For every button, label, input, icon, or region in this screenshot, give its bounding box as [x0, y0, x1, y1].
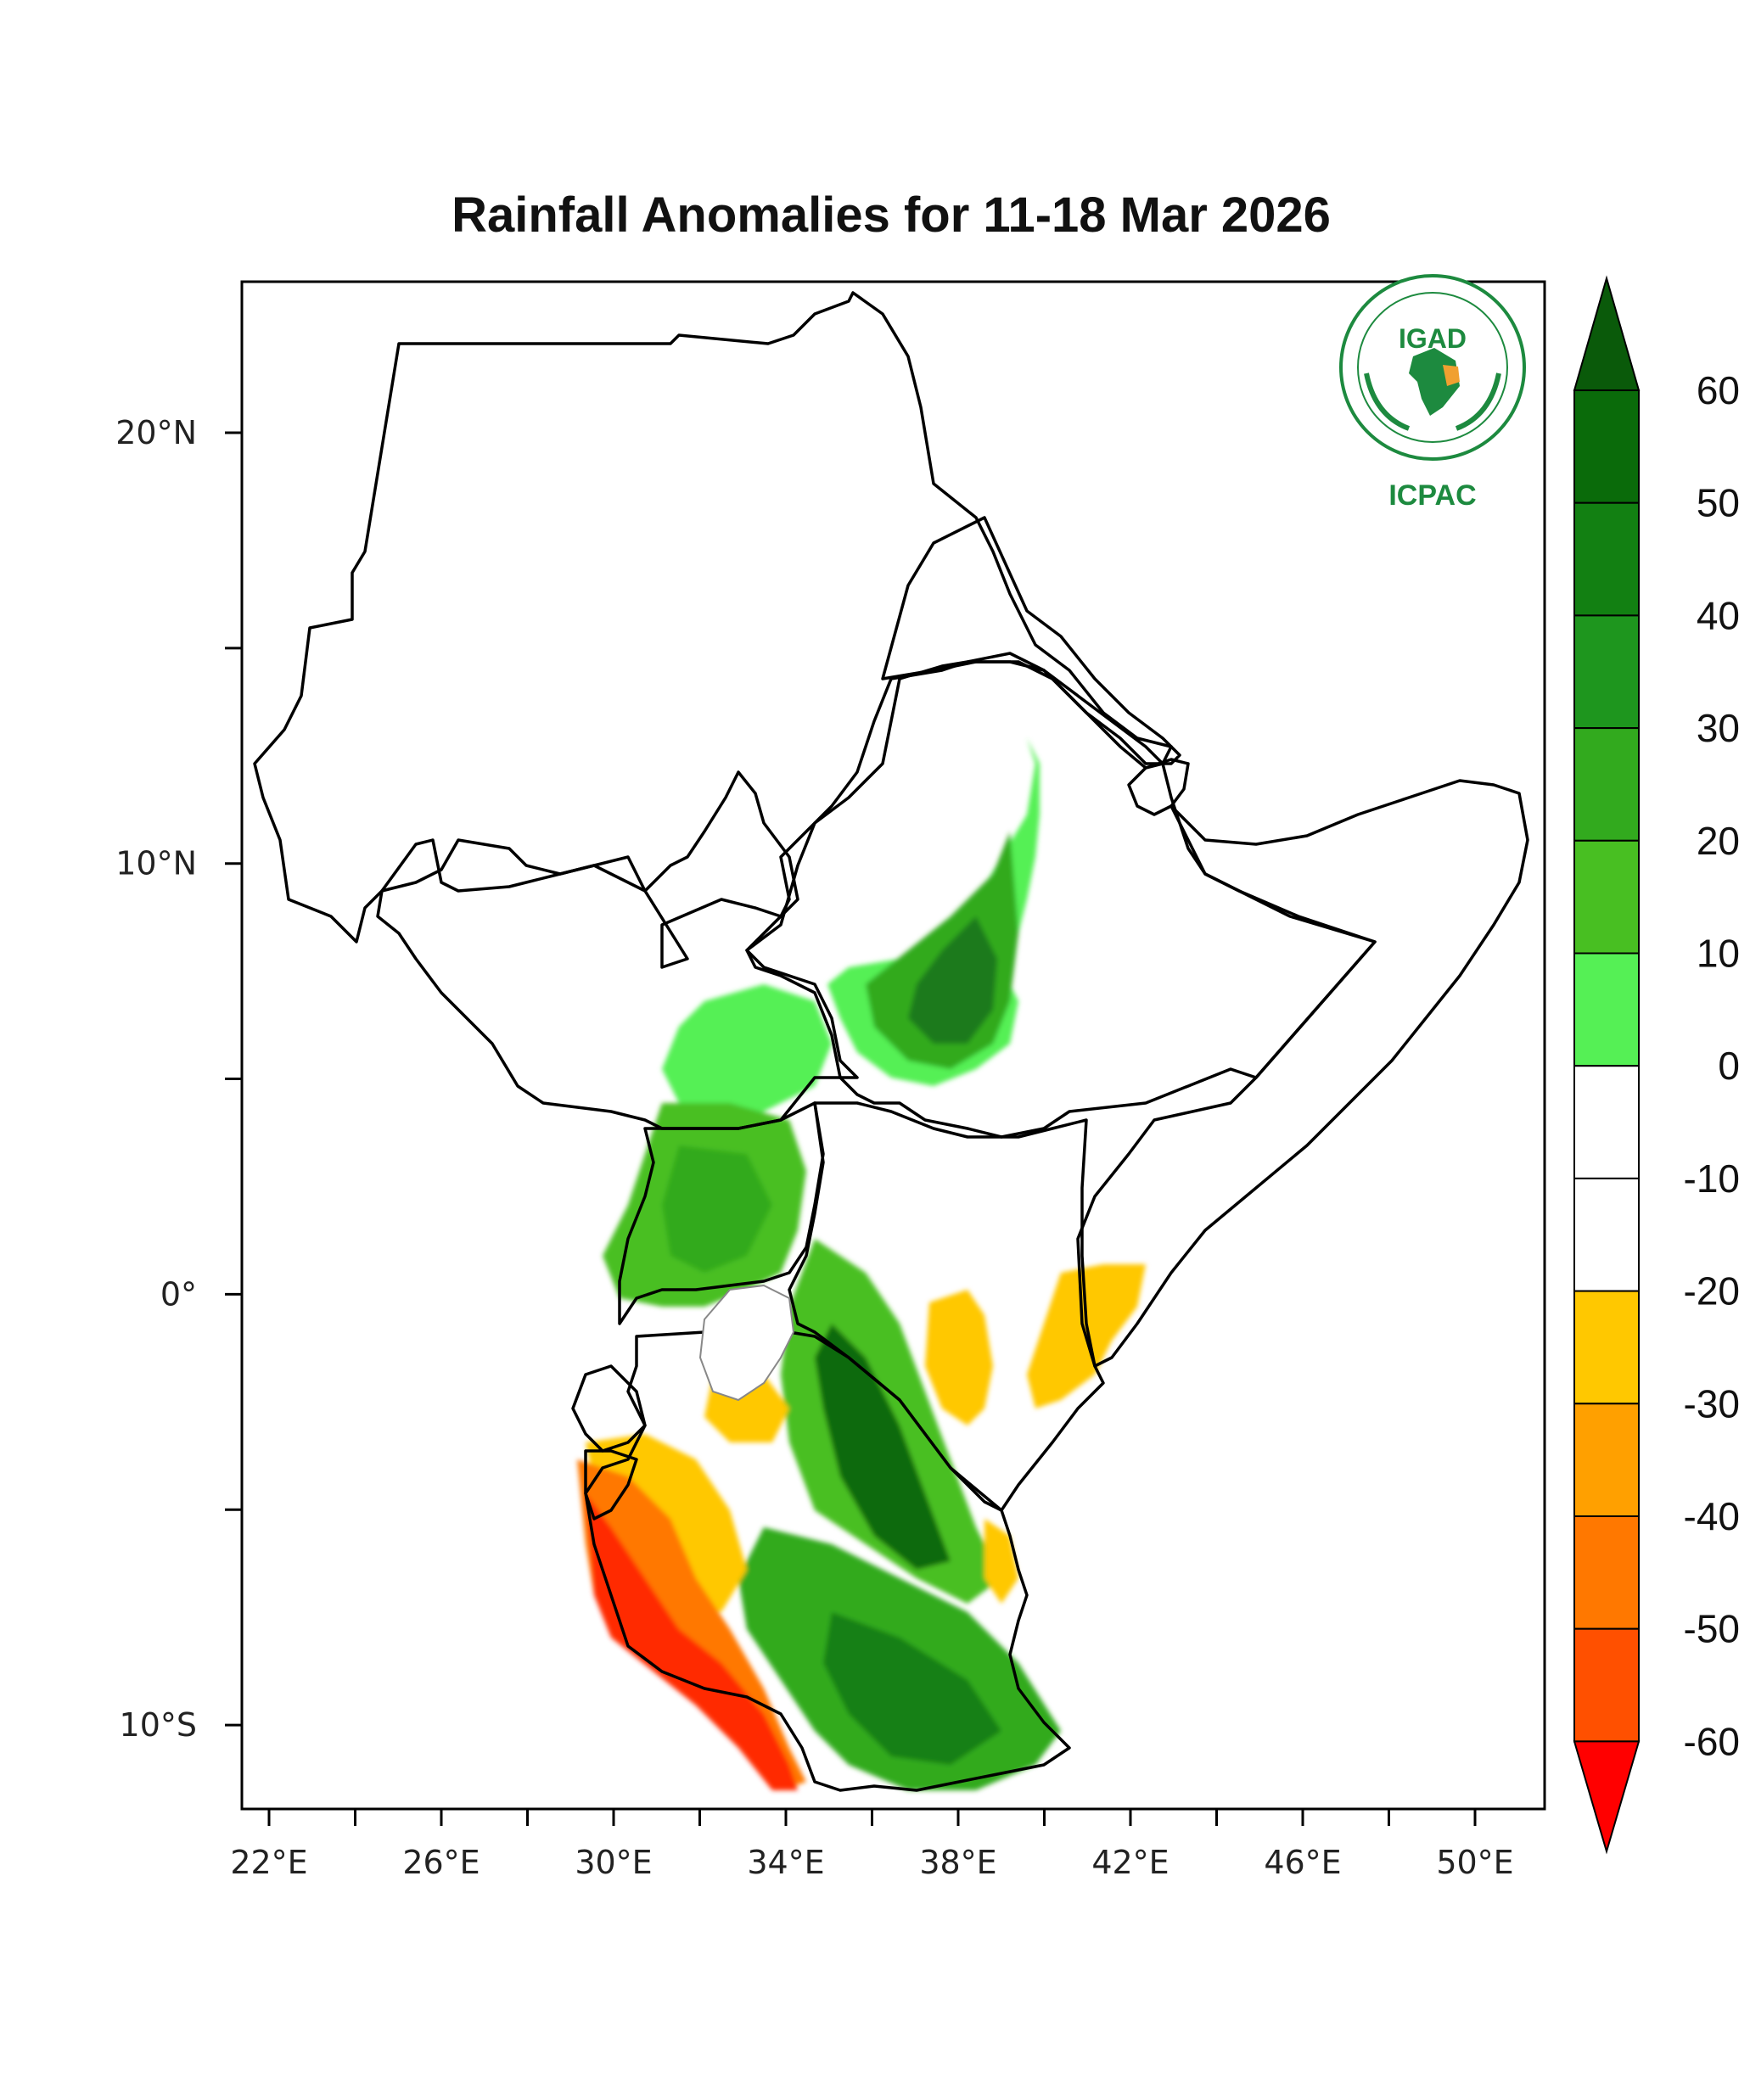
lon-tick-label: 22°E — [230, 1844, 307, 1881]
colorbar-segment — [1573, 501, 1640, 617]
lat-tick-label: 20°N — [115, 414, 197, 451]
boundary-burundi — [584, 1449, 638, 1520]
anomaly-field-south-tanzania-dark — [823, 1612, 1001, 1765]
anomaly-field-uganda-dark — [662, 1145, 772, 1273]
boundary-uganda — [618, 1101, 825, 1325]
colorbar-label: -60 — [1684, 1719, 1740, 1763]
colorbar-segment — [1573, 1290, 1640, 1405]
boundary-tanzania — [584, 1330, 1071, 1792]
colorbar-label: 50 — [1697, 481, 1740, 525]
colorbar-segment — [1573, 389, 1640, 504]
colorbar-segment — [1573, 614, 1640, 730]
logo-subtitle: ICPAC — [1388, 479, 1476, 512]
colorbar-label: 30 — [1697, 706, 1740, 750]
colorbar-segment — [1573, 1515, 1640, 1630]
colorbar-label: 60 — [1697, 368, 1740, 412]
longitude-axis: 22°E 26°E 30°E 34°E 38°E 42°E 46°E 50°E — [230, 1809, 1514, 1881]
colorbar-segment — [1573, 1065, 1640, 1179]
lake-victoria — [698, 1284, 795, 1402]
colorbar-segment — [1573, 1177, 1640, 1292]
colorbar: 60 50 40 30 20 10 0 -10 -20 -30 -40 -50 -60 — [1573, 275, 1740, 1855]
boundary-kenya — [788, 1101, 1105, 1512]
boundary-eritrea — [881, 516, 1181, 765]
igad-logo: IGAD ICPAC — [1339, 274, 1526, 512]
lon-tick-label: 42°E — [1091, 1844, 1169, 1881]
latitude-axis: 20°N 10°N 0° 10°S — [115, 414, 242, 1744]
boundary-somalia — [1076, 779, 1529, 1368]
colorbar-label: 10 — [1697, 932, 1740, 976]
boundary-rwanda — [571, 1364, 647, 1453]
colorbar-top-arrow — [1573, 275, 1641, 391]
anomaly-field-east-kenya-yellow — [925, 1290, 993, 1425]
boundary-djibouti — [1127, 758, 1190, 816]
lon-tick-label: 50°E — [1436, 1844, 1513, 1881]
colorbar-label: 40 — [1697, 593, 1740, 637]
colorbar-segment — [1573, 839, 1640, 955]
colorbar-label: -10 — [1684, 1156, 1740, 1201]
country-boundaries — [253, 291, 1529, 1792]
lat-tick-label: 10°N — [115, 845, 197, 882]
colorbar-segment — [1573, 1627, 1640, 1743]
lon-tick-label: 38°E — [919, 1844, 996, 1881]
colorbar-segment — [1573, 952, 1640, 1067]
anomaly-field-kenya-dark — [815, 1324, 951, 1570]
anomaly-field-west-tanzania-red — [586, 1493, 798, 1790]
lat-tick-label: 0° — [160, 1275, 197, 1313]
colorbar-bottom-arrow — [1573, 1740, 1641, 1855]
lon-tick-label: 30°E — [575, 1844, 652, 1881]
colorbar-label: -50 — [1684, 1607, 1740, 1651]
lon-tick-label: 46°E — [1264, 1844, 1341, 1881]
boundary-south-sudan — [376, 770, 859, 1130]
colorbar-segment — [1573, 727, 1640, 842]
colorbar-label: 0 — [1718, 1044, 1740, 1088]
lat-tick-label: 10°S — [120, 1706, 197, 1744]
colorbar-label: -30 — [1684, 1381, 1740, 1425]
colorbar-segment — [1573, 1403, 1640, 1518]
lon-tick-label: 26°E — [402, 1844, 480, 1881]
logo-name: IGAD — [1399, 323, 1467, 354]
boundary-sudan — [253, 291, 1173, 969]
lon-tick-label: 34°E — [747, 1844, 824, 1881]
colorbar-label: -20 — [1684, 1269, 1740, 1313]
anomaly-field-southsudan — [662, 984, 832, 1120]
colorbar-label: -40 — [1684, 1494, 1740, 1538]
page-title: Rainfall Anomalies for 11-18 Mar 2026 — [452, 188, 1331, 243]
anomaly-field-ethiopia-dark — [908, 916, 997, 1044]
colorbar-label: 20 — [1697, 819, 1740, 863]
boundary-ethiopia — [745, 652, 1377, 1139]
